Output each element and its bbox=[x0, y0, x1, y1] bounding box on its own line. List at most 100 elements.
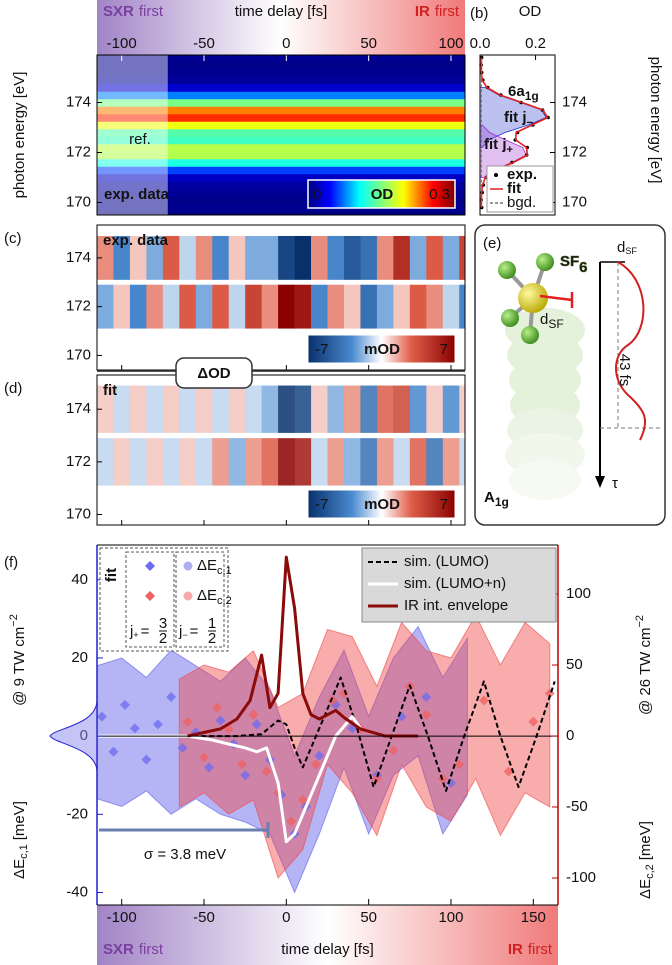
colorbar bbox=[307, 334, 456, 364]
heat-cell bbox=[294, 385, 312, 433]
heat-cell bbox=[360, 235, 378, 280]
axis-label: dSF bbox=[617, 239, 637, 256]
axis-label-part: SF bbox=[625, 246, 637, 256]
y-tick-label: 172 bbox=[66, 298, 91, 315]
y-axis-intensity: @ 9 TW cm−2 bbox=[8, 614, 28, 706]
sxr-first-part: SXR bbox=[103, 941, 134, 958]
sxr-first: SXR first bbox=[103, 941, 164, 958]
heat-cell bbox=[97, 166, 465, 175]
y-axis-label: photon energy [eV] bbox=[647, 57, 664, 184]
y2-axis-label: ΔEc,2 [meV] bbox=[637, 821, 656, 899]
y2-axis-label-part: c,2 bbox=[644, 864, 656, 879]
j-label-part: − bbox=[182, 630, 187, 640]
frame bbox=[479, 54, 556, 216]
time-label: τ bbox=[612, 475, 618, 492]
heat-cell bbox=[97, 106, 465, 115]
peak-label: 6a1g bbox=[508, 83, 539, 103]
heat-cell bbox=[146, 438, 164, 486]
heat-cell bbox=[113, 284, 131, 329]
heat-cell bbox=[97, 173, 465, 182]
heat-cell bbox=[129, 438, 147, 486]
y-tick-label: 170 bbox=[562, 193, 587, 210]
heat-cell bbox=[459, 284, 465, 329]
fit-legend-title: fit bbox=[103, 568, 120, 582]
bond-label-part: SF bbox=[548, 317, 563, 331]
y2-tick-label: 50 bbox=[566, 656, 583, 673]
heat-cell bbox=[360, 284, 378, 329]
legend-label-part: ΔE bbox=[197, 557, 217, 574]
footer-band bbox=[97, 905, 558, 965]
heat-cell bbox=[228, 284, 246, 329]
j-numerator: 1 bbox=[208, 615, 216, 632]
annotation: exp. data bbox=[103, 232, 169, 249]
legend-label: exp. bbox=[507, 166, 537, 183]
heat-cell bbox=[97, 203, 465, 212]
panel-label: (c) bbox=[4, 230, 22, 247]
panel-label: (d) bbox=[4, 380, 22, 397]
j-label-part: + bbox=[133, 630, 138, 640]
series-line bbox=[97, 676, 556, 792]
heat-cell bbox=[179, 438, 197, 486]
heat-cell bbox=[278, 385, 295, 433]
data-point bbox=[199, 752, 210, 763]
data-point bbox=[297, 794, 308, 805]
data-point bbox=[215, 715, 226, 726]
heat-cell bbox=[146, 385, 164, 433]
data-point bbox=[141, 754, 152, 765]
heat-cell bbox=[97, 181, 465, 190]
legend-marker bbox=[183, 591, 193, 601]
heat-cell bbox=[212, 235, 230, 280]
legend-label-part: c,2 bbox=[217, 595, 232, 607]
y2-axis-intensity: @ 26 TW cm−2 bbox=[634, 615, 654, 715]
heat-cell bbox=[327, 284, 345, 329]
data-point bbox=[421, 709, 432, 720]
heat-cell bbox=[146, 235, 164, 280]
y-tick-label: -20 bbox=[66, 805, 88, 822]
data-point bbox=[129, 723, 140, 734]
heat-cell bbox=[311, 284, 328, 329]
mode-label: A1g bbox=[484, 489, 509, 509]
legend-marker bbox=[145, 591, 155, 601]
heat-cell bbox=[409, 284, 427, 329]
heat-cell bbox=[393, 284, 411, 329]
sxr-first-part: first bbox=[139, 3, 164, 20]
annotation: fit bbox=[103, 382, 117, 399]
series-line bbox=[97, 715, 362, 844]
ir-first: IR first bbox=[508, 941, 553, 958]
ir-first-part: IR bbox=[415, 3, 430, 20]
heat-cell bbox=[97, 158, 465, 167]
mode-label-part: 1g bbox=[495, 495, 509, 509]
legend-label: IR int. envelope bbox=[404, 597, 508, 614]
colorbar-tick: -7 bbox=[315, 341, 328, 358]
heat-cell bbox=[97, 143, 465, 152]
y-tick-label: 172 bbox=[66, 453, 91, 470]
heat-cell bbox=[343, 385, 361, 433]
fit-legend-box bbox=[99, 547, 229, 652]
heat-cell bbox=[261, 284, 279, 329]
heat-cell bbox=[327, 235, 345, 280]
colorbar bbox=[307, 489, 456, 519]
component-label-part: fit j bbox=[504, 109, 527, 126]
component-area bbox=[479, 87, 547, 148]
sxr-first-part: first bbox=[139, 941, 164, 958]
colorbar-tick: 0.3 bbox=[429, 186, 450, 203]
colorbar-tick: 7 bbox=[440, 341, 448, 358]
data-point bbox=[97, 711, 107, 722]
data-point bbox=[371, 773, 382, 784]
data-point bbox=[286, 816, 297, 827]
heat-cell bbox=[442, 284, 460, 329]
j-label-part: j bbox=[178, 623, 182, 640]
x-tick-label: 100 bbox=[438, 35, 463, 52]
x-tick-label: 0.2 bbox=[525, 35, 546, 52]
y2-tick-label: -50 bbox=[566, 798, 588, 815]
frame bbox=[96, 224, 466, 371]
heat-cell bbox=[97, 61, 465, 70]
colorbar-tick: 0 bbox=[313, 186, 321, 203]
ir-first: IR first bbox=[415, 3, 460, 20]
colorbar-tick: -7 bbox=[315, 496, 328, 513]
heat-cell bbox=[294, 235, 312, 280]
x-tick-label: 0.0 bbox=[470, 35, 491, 52]
y-axis-label: ΔEc,1 [meV] bbox=[11, 801, 30, 879]
bond-label: dSF bbox=[540, 311, 564, 331]
heat-cell bbox=[162, 235, 180, 280]
